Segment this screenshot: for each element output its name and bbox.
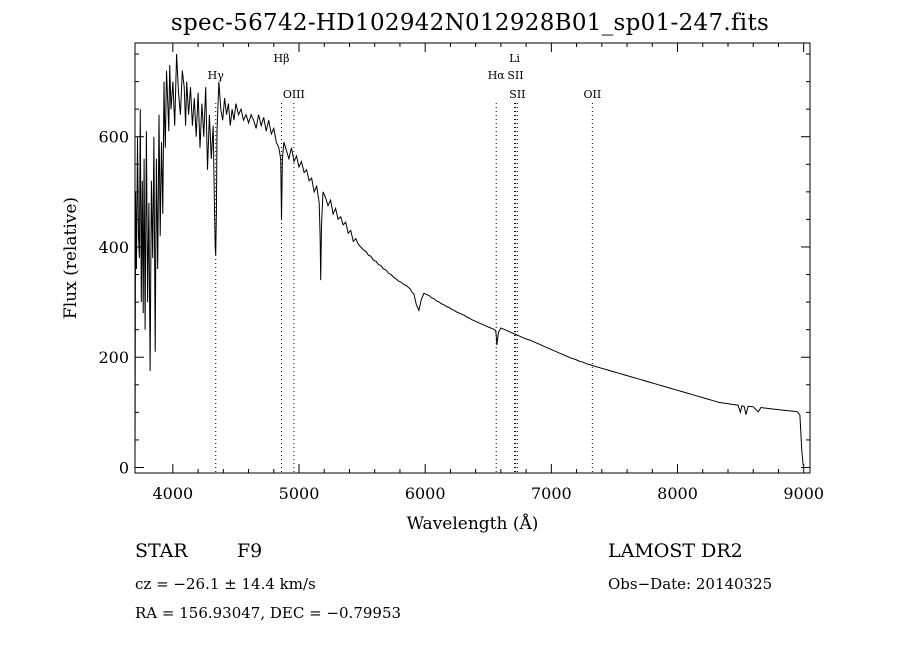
plot-frame xyxy=(134,42,811,474)
spectral-class-label: F9 xyxy=(237,540,263,562)
observation-date-label: Obs−Date: 20140325 xyxy=(608,575,773,593)
line-marker-label: Hγ xyxy=(208,69,225,82)
coordinates-label: RA = 156.93047, DEC = −0.79953 xyxy=(135,604,402,622)
x-tick-label: 7000 xyxy=(531,484,572,503)
line-marker-label: Hα xyxy=(488,69,506,82)
line-marker-label: SII xyxy=(509,88,525,101)
line-marker-label: Hβ xyxy=(274,52,290,65)
y-axis-label: Flux (relative) xyxy=(61,197,81,319)
x-tick-label: 9000 xyxy=(783,484,824,503)
survey-label: LAMOST DR2 xyxy=(608,540,743,562)
y-tick-label: 400 xyxy=(98,238,129,257)
line-marker-label: SII xyxy=(507,69,523,82)
x-tick-label: 8000 xyxy=(657,484,698,503)
chart-title: spec-56742-HD102942N012928B01_sp01-247.f… xyxy=(170,10,770,36)
y-tick-label: 0 xyxy=(119,458,129,477)
line-marker-label: OII xyxy=(584,88,602,101)
line-marker-label: Li xyxy=(509,52,520,65)
spectrum-line xyxy=(134,53,804,466)
x-tick-label: 6000 xyxy=(405,484,446,503)
x-axis-label: Wavelength (Å) xyxy=(407,513,539,534)
redshift-label: cz = −26.1 ± 14.4 km/s xyxy=(135,575,316,593)
line-marker-label: OIII xyxy=(283,88,305,101)
y-tick-label: 200 xyxy=(98,348,129,367)
x-tick-label: 4000 xyxy=(152,484,193,503)
object-type-label: STAR xyxy=(135,540,188,562)
y-tick-label: 600 xyxy=(98,128,129,147)
x-tick-label: 5000 xyxy=(279,484,320,503)
